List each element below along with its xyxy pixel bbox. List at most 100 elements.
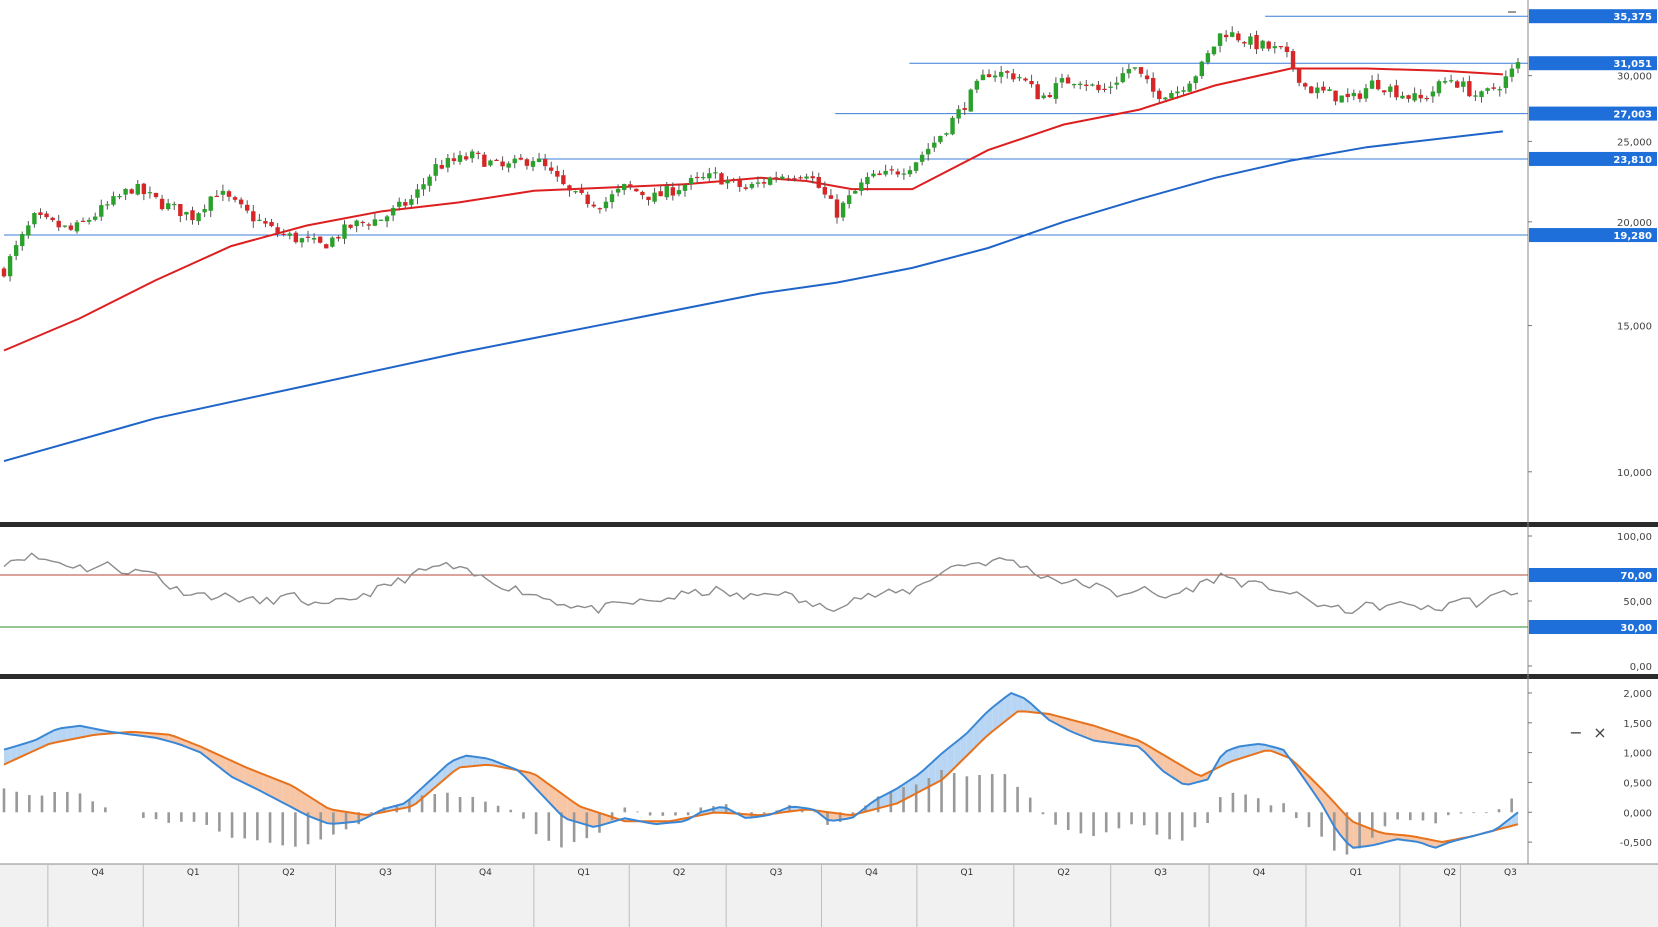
candle[interactable] (257, 213, 262, 222)
macd-line[interactable] (3, 691, 1519, 849)
candle[interactable] (1363, 84, 1369, 102)
candle[interactable] (20, 231, 25, 251)
candle[interactable] (13, 240, 19, 261)
candle[interactable] (840, 201, 846, 222)
candle[interactable] (1467, 75, 1472, 98)
candle[interactable] (591, 201, 596, 208)
candle[interactable] (1114, 76, 1119, 90)
candle[interactable] (1157, 88, 1162, 104)
candle[interactable] (555, 165, 560, 182)
candle[interactable] (190, 206, 195, 225)
candle[interactable] (476, 150, 481, 160)
candle[interactable] (269, 218, 274, 228)
candle[interactable] (1448, 74, 1454, 83)
candle[interactable] (567, 184, 572, 197)
candle[interactable] (579, 183, 584, 195)
candle[interactable] (652, 187, 657, 204)
candle[interactable] (147, 186, 153, 199)
candle[interactable] (1272, 41, 1277, 54)
candle[interactable] (1284, 42, 1290, 58)
candle[interactable] (44, 211, 49, 220)
candle[interactable] (245, 200, 250, 214)
candle[interactable] (445, 153, 451, 173)
candle[interactable] (451, 152, 457, 165)
candle[interactable] (1084, 79, 1089, 91)
candle[interactable] (1144, 69, 1150, 84)
candle[interactable] (1345, 88, 1350, 103)
candle[interactable] (968, 88, 973, 112)
candle[interactable] (621, 183, 627, 195)
candle[interactable] (372, 212, 378, 227)
candle[interactable] (1321, 81, 1326, 94)
candle[interactable] (1309, 85, 1314, 94)
candle[interactable] (1248, 33, 1253, 49)
candle[interactable] (1491, 83, 1496, 91)
candle[interactable] (403, 198, 408, 209)
candle[interactable] (299, 237, 305, 248)
candle[interactable] (238, 197, 244, 209)
candle[interactable] (1078, 81, 1083, 90)
candle[interactable] (895, 168, 901, 178)
candle[interactable] (646, 196, 651, 206)
candle[interactable] (1479, 90, 1484, 103)
candle[interactable] (1120, 67, 1125, 84)
candle[interactable] (1102, 83, 1107, 93)
candle[interactable] (822, 181, 828, 199)
candle[interactable] (378, 219, 384, 221)
candle[interactable] (1223, 30, 1229, 42)
candle[interactable] (1035, 81, 1040, 100)
candle[interactable] (1065, 74, 1071, 84)
candle[interactable] (415, 183, 420, 205)
candle[interactable] (80, 217, 86, 223)
candle[interactable] (986, 69, 992, 78)
rsi-panel[interactable]: −× (0, 552, 1607, 628)
candle[interactable] (707, 167, 712, 183)
candle[interactable] (1029, 74, 1034, 88)
candle[interactable] (938, 135, 943, 145)
candle[interactable] (281, 228, 286, 237)
candle[interactable] (998, 65, 1004, 84)
candle[interactable] (1211, 46, 1217, 56)
candle[interactable] (38, 208, 43, 219)
candle[interactable] (409, 194, 414, 210)
candle[interactable] (232, 195, 238, 203)
candle[interactable] (463, 152, 469, 161)
candle[interactable] (907, 166, 913, 178)
candle[interactable] (1369, 75, 1375, 89)
candle[interactable] (384, 214, 390, 228)
candle[interactable] (919, 151, 925, 166)
candle[interactable] (767, 176, 773, 186)
candle[interactable] (561, 169, 566, 186)
candle[interactable] (1351, 89, 1357, 101)
candle[interactable] (311, 233, 317, 244)
candle[interactable] (1485, 87, 1490, 95)
candle[interactable] (542, 154, 548, 171)
candle[interactable] (1503, 70, 1509, 94)
macd-panel[interactable]: − × (2, 691, 1607, 855)
candle[interactable] (1515, 58, 1521, 74)
candle[interactable] (877, 170, 882, 176)
candle[interactable] (834, 194, 840, 224)
candle[interactable] (196, 211, 201, 225)
candle[interactable] (1017, 74, 1022, 82)
candle[interactable] (7, 253, 13, 282)
candle[interactable] (1278, 46, 1284, 50)
candle[interactable] (701, 172, 706, 180)
candle[interactable] (640, 190, 645, 200)
candle[interactable] (1150, 72, 1156, 98)
candle[interactable] (1424, 95, 1429, 102)
candle[interactable] (1266, 40, 1271, 52)
candle[interactable] (275, 223, 280, 238)
candle[interactable] (184, 211, 189, 221)
candle[interactable] (1430, 86, 1436, 103)
candle[interactable] (518, 153, 524, 161)
candle[interactable] (859, 178, 864, 196)
candle[interactable] (105, 201, 110, 210)
price-panel[interactable] (1, 11, 1528, 463)
candle[interactable] (1412, 87, 1417, 103)
candle[interactable] (774, 171, 779, 183)
candle[interactable] (713, 167, 718, 179)
candle[interactable] (1175, 86, 1180, 99)
candle[interactable] (494, 158, 499, 162)
candle[interactable] (172, 201, 177, 211)
